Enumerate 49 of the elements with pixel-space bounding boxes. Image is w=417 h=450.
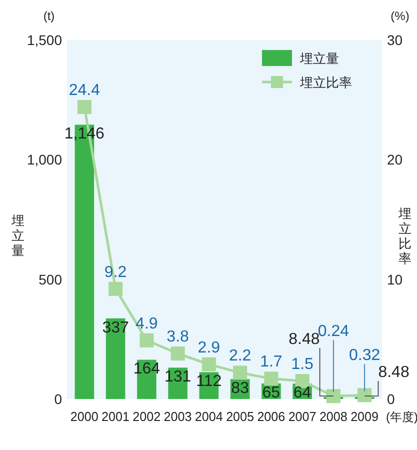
y2-tick-label: 20	[387, 152, 403, 168]
data-label: 8.48	[288, 331, 320, 348]
data-label: 8.48	[378, 364, 410, 381]
data-label: 1.7	[260, 354, 282, 371]
x-axis-title: (年度)	[386, 410, 417, 424]
point	[264, 372, 278, 386]
data-label: 3.8	[166, 328, 190, 346]
data-label: 1.5	[291, 356, 314, 374]
legend-label: 埋立比率	[299, 75, 352, 90]
x-tick-label: 2000	[70, 409, 100, 424]
y2-axis-title: 埋立比率	[398, 206, 412, 266]
x-tick-label: 2001	[102, 409, 130, 424]
legend-label: 埋立量	[299, 51, 339, 66]
y2-tick-label: 10	[387, 271, 403, 288]
data-label: 65	[262, 384, 280, 402]
y-tick-label: 1,500	[26, 32, 62, 48]
x-tick-label: 2006	[257, 409, 286, 424]
point	[202, 357, 216, 372]
point	[170, 346, 185, 361]
data-label: 2.9	[198, 339, 220, 356]
point	[358, 388, 372, 402]
x-tick-label: 2008	[319, 409, 348, 424]
data-label: 4.9	[136, 315, 158, 332]
y-axis-title: 埋立量	[10, 213, 24, 258]
y2-tick-label: 30	[387, 32, 403, 48]
x-tick-label: 2002	[132, 409, 162, 424]
x-tick-label: 2004	[194, 409, 224, 424]
point	[77, 100, 92, 114]
data-label: 83	[231, 380, 250, 398]
data-label: 0.24	[318, 323, 350, 340]
y-tick-label: 1,000	[26, 152, 62, 168]
y-tick-label: 0	[54, 391, 62, 407]
x-tick-label: 2007	[288, 409, 318, 424]
x-tick-label: 2005	[226, 409, 255, 424]
x-tick-label: 2003	[164, 409, 193, 424]
point	[326, 389, 340, 404]
point	[233, 366, 248, 380]
point	[108, 282, 123, 296]
data-label: 24.4	[68, 82, 100, 100]
point	[140, 333, 154, 348]
y-tick-label: 500	[38, 271, 62, 288]
x-tick-label: 2009	[350, 409, 380, 424]
data-label: 0.32	[349, 347, 380, 364]
text: (t)	[43, 9, 55, 23]
data-label: 2.2	[228, 348, 252, 365]
data-label: 64	[293, 384, 312, 402]
text: (%)	[390, 9, 410, 23]
y2-tick-label: 0	[387, 391, 395, 407]
data-label: 9.2	[104, 264, 127, 281]
